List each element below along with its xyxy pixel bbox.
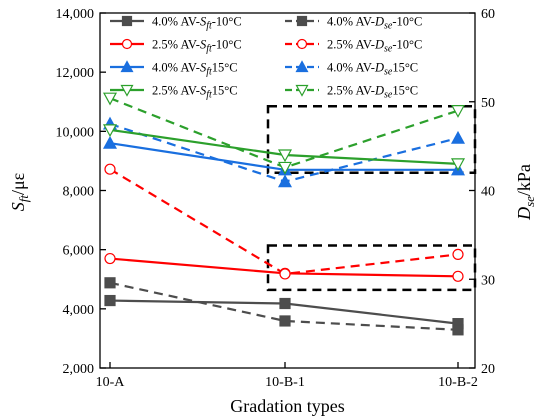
series-lines-layer [109,97,459,331]
series-markers-layer [102,92,466,336]
left-axis-title-subscript: ft [16,195,31,203]
legend-label-symbol: S [200,15,207,29]
data-point-s8-10-b-2 [450,105,466,118]
data-point-s8-10-a [102,92,118,106]
data-point-s2-10-a [104,277,116,289]
data-point-s7-10-a [102,124,118,138]
legend-label-5: 4.0% AV-Sft15°C [152,61,238,78]
legend-label-symbol: D [374,15,384,29]
legend-label-prefix: 2.5% AV- [327,38,375,52]
left-axis-title-unit: /με [8,172,28,195]
annotation-dashed-box-2 [266,244,477,292]
left-axis-title-symbol: S [8,202,28,211]
legend-label-suffix: 15°C [392,61,418,75]
legend-label-suffix: -10°C [392,15,422,29]
axes-layer: 2,000 4,000 6,000 8,000 10,000 12,000 14,000 20… [8,7,537,416]
legend-label-3: 2.5% AV-Sft-10°C [152,38,242,55]
right-axis-title-unit: /kPa [514,164,534,196]
legend-marker-5 [120,60,134,73]
legend-label-subscript: se [384,21,393,32]
legend-label-8: 2.5% AV-Dse15°C [327,84,418,101]
left-axis-tick-label: 4,000 [63,303,95,318]
legend-label-suffix: 15°C [212,84,238,98]
legend-label-prefix: 2.5% AV- [327,84,375,98]
legend-label-subscript: se [384,90,393,101]
data-point-s2-10-b-2 [452,324,464,336]
data-point-s3-10-b-2 [452,270,464,282]
data-point-s8-10-b-1 [277,161,293,175]
left-axis-tick-label: 14,000 [56,7,95,22]
legend-label-subscript: se [384,44,393,55]
legend-label-subscript: ft [206,21,212,32]
legend-label-symbol: D [374,38,384,52]
right-axis-title-symbol: D [514,207,534,221]
right-axis-tick-label: 50 [481,96,495,111]
data-point-s4-10-b-1 [279,268,291,280]
data-point-s7-10-b-1 [277,149,293,163]
legend-label-subscript: ft [206,67,212,78]
legend-label-prefix: 2.5% AV- [152,84,200,98]
left-axis-tick-label: 6,000 [63,244,95,259]
legend-label-4: 2.5% AV-Dse-10°C [327,38,422,55]
legend-label-prefix: 4.0% AV- [327,15,375,29]
right-axis-tick-label: 60 [481,7,495,22]
legend-label-suffix: -10°C [392,38,422,52]
legend-label-prefix: 2.5% AV- [152,38,200,52]
right-axis-title: Dse/kPa [514,164,537,221]
right-axis-title-subscript: se [522,196,537,207]
data-point-s4-10-a [104,163,116,175]
left-axis-tick-label: 8,000 [63,185,95,200]
legend-label-subscript: se [384,67,393,78]
data-point-s3-10-a [104,252,116,265]
legend-label-prefix: 4.0% AV- [327,61,375,75]
legend: 4.0% AV-Sft-10°C 4.0% AV-Dse-10°C2.5% AV-… [110,15,422,101]
data-point-s5-10-a [102,135,118,149]
left-axis-tick-label: 2,000 [63,362,95,377]
legend-label-suffix: -10°C [212,38,242,52]
legend-label-6: 4.0% AV-Dse15°C [327,61,418,78]
legend-marker-8 [295,84,309,97]
data-point-s2-10-b-1 [279,315,291,327]
legend-label-subscript: ft [206,90,212,101]
legend-label-symbol: S [200,38,207,52]
legend-marker-3 [121,38,133,50]
legend-label-7: 2.5% AV-Sft15°C [152,84,238,101]
data-point-s4-10-b-2 [452,248,464,260]
legend-label-suffix: -10°C [212,15,242,29]
legend-label-symbol: S [200,84,207,98]
right-axis-tick-label: 40 [481,185,495,200]
data-point-s6-10-b-1 [277,174,293,188]
x-axis-tick-label: 10-B-1 [265,375,305,390]
legend-label-symbol: S [200,61,207,75]
x-axis-title: Gradation types [230,396,344,416]
legend-label-subscript: ft [206,44,212,55]
legend-marker-2 [296,15,308,27]
legend-marker-4 [296,38,308,50]
legend-label-symbol: D [374,84,384,98]
data-point-s1-10-a [104,294,116,307]
left-axis-title: Sft/με [8,172,31,211]
annotation-layer [266,104,477,292]
left-axis-tick-label: 12,000 [56,66,95,81]
x-axis-tick-label: 10-A [96,375,126,390]
legend-label-prefix: 4.0% AV- [152,15,200,29]
legend-marker-7 [120,84,134,97]
legend-label-symbol: D [374,61,384,75]
legend-label-suffix: 15°C [212,61,238,75]
legend-marker-1 [121,15,133,27]
legend-label-prefix: 4.0% AV- [152,61,200,75]
legend-label-2: 4.0% AV-Dse-10°C [327,15,422,32]
x-axis-tick-label: 10-B-2 [438,375,478,390]
legend-marker-6 [295,60,309,73]
left-axis-tick-label: 10,000 [56,125,95,140]
legend-label-suffix: 15°C [392,84,418,98]
right-axis-tick-label: 20 [481,362,495,377]
right-axis-tick-label: 30 [481,273,495,288]
legend-label-1: 4.0% AV-Sft-10°C [152,15,242,32]
data-point-s1-10-b-1 [279,297,291,310]
data-point-s6-10-b-2 [450,130,466,144]
data-point-s7-10-b-2 [450,158,466,172]
